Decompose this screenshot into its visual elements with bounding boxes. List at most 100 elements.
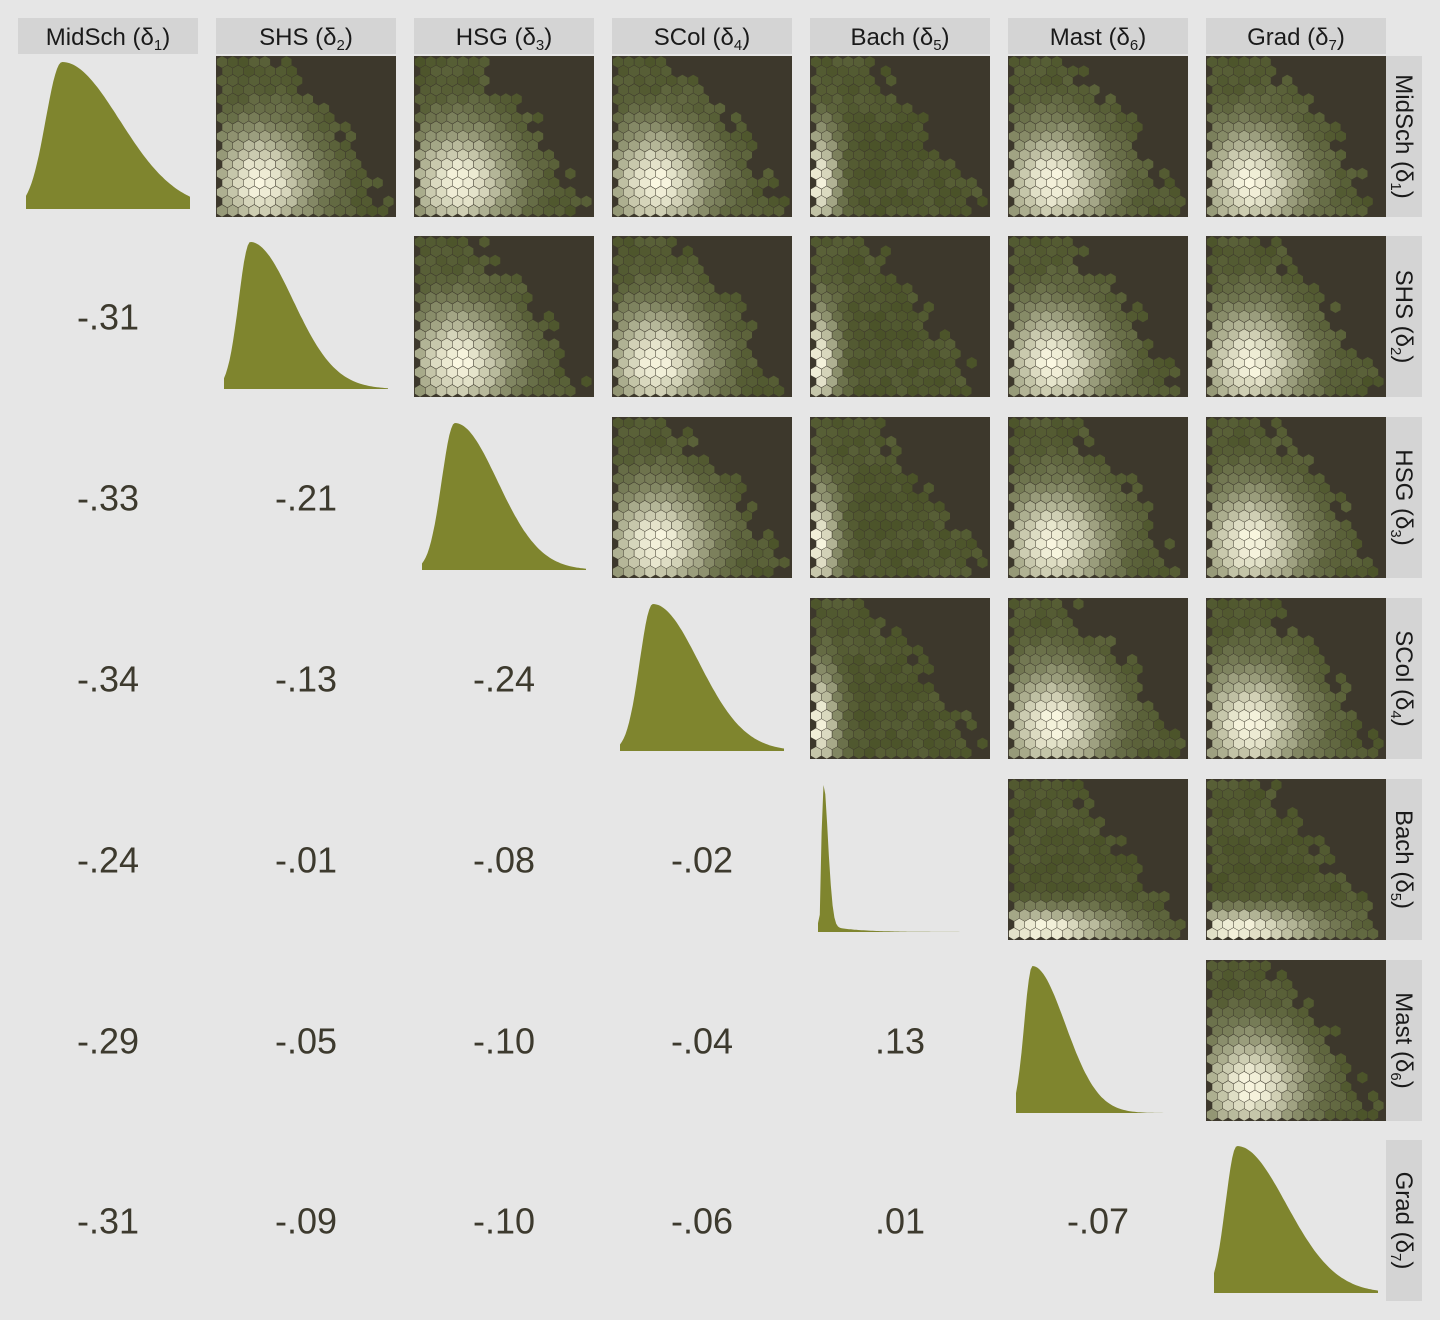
hexbin-cell xyxy=(441,158,452,171)
hexbin-cell xyxy=(1073,186,1084,199)
hexbin-cell xyxy=(441,375,452,388)
hexbin-cell xyxy=(1276,139,1287,152)
hexbin-cell xyxy=(661,245,672,258)
hexbin-cell xyxy=(1239,273,1250,286)
hexbin-cell xyxy=(238,186,249,199)
hexbin-cell xyxy=(1314,347,1325,360)
strip-variable-label: SHS xyxy=(1390,270,1417,319)
hexbin-cell xyxy=(1255,301,1266,313)
hexbin-cell xyxy=(1298,282,1309,295)
hexbin-cell xyxy=(837,158,848,171)
hexbin-cell xyxy=(902,102,913,115)
hexbin-cell xyxy=(1046,463,1057,476)
hexbin-cell xyxy=(843,547,854,560)
hexbin-cell xyxy=(1212,245,1223,258)
hexbin-cell xyxy=(929,167,940,180)
hexbin-cell xyxy=(1094,167,1105,180)
hexbin-cell xyxy=(1116,510,1127,522)
hexbin-cell xyxy=(292,93,303,106)
hexbin-cell xyxy=(1068,264,1079,276)
hexbin-cell xyxy=(1105,93,1116,106)
row-strip-mast: Mast (δ6) xyxy=(1386,960,1422,1121)
hexbin-cell xyxy=(516,195,528,208)
hexbin-cell xyxy=(1127,491,1138,504)
hexbin-cell xyxy=(939,329,950,341)
hexbin-cell xyxy=(468,130,479,143)
hexbin-cell xyxy=(1233,102,1244,115)
hexbin-cell xyxy=(1094,565,1105,578)
hexbin-cell xyxy=(565,167,576,180)
hexbin-cell xyxy=(511,347,522,360)
hexbin-cell xyxy=(554,186,565,199)
hexbin-cell xyxy=(1019,547,1030,560)
hexbin-cell xyxy=(1035,158,1046,171)
hexbin-cell xyxy=(506,357,517,369)
hexbin-panel-hsg-grad xyxy=(1206,417,1386,578)
hexbin-cell xyxy=(1287,482,1298,494)
hexbin-cell xyxy=(447,254,458,267)
hexbin-cell xyxy=(1233,375,1244,388)
hexbin-cell xyxy=(747,195,758,208)
hexbin-cell xyxy=(918,149,929,161)
hexbin-cell xyxy=(468,329,479,341)
hexbin-cell xyxy=(682,282,693,295)
hexbin-cell xyxy=(431,65,442,78)
hexbin-cell xyxy=(565,384,576,397)
hexbin-cell xyxy=(243,65,254,78)
hexbin-cell xyxy=(425,149,436,161)
row-strip-shs: SHS (δ2) xyxy=(1386,236,1422,397)
hexbin-cell xyxy=(1094,111,1105,124)
hexbin-cell xyxy=(1116,167,1127,180)
hexbin-cell xyxy=(479,236,490,248)
hexbin-cell xyxy=(1068,538,1079,550)
hexbin-cell xyxy=(875,635,886,648)
hexbin-cell xyxy=(1266,556,1277,569)
hexbin-cell xyxy=(1217,417,1228,429)
hexbin-cell xyxy=(1244,282,1255,295)
hexbin-cell xyxy=(859,426,870,439)
hexbin-cell xyxy=(1116,186,1127,199)
hexbin-cell xyxy=(763,204,774,217)
hexbin-cell xyxy=(645,565,656,578)
hexbin-cell xyxy=(945,338,956,351)
hexbin-cell xyxy=(650,158,661,171)
hexbin-cell xyxy=(634,291,645,304)
hexbin-cell xyxy=(655,329,667,341)
hexbin-cell xyxy=(1143,538,1154,550)
hexbin-cell xyxy=(1206,435,1218,448)
hexbin-cell xyxy=(886,454,897,467)
hexbin-cell xyxy=(634,236,645,248)
hexbin-cell xyxy=(1330,519,1341,532)
hexbin-cell xyxy=(714,538,726,550)
hexbin-cell xyxy=(1073,329,1084,341)
hexbin-cell xyxy=(929,186,940,199)
strip-variable-label: Bach xyxy=(850,24,905,51)
hexbin-cell xyxy=(500,273,511,286)
hexbin-cell xyxy=(216,56,228,68)
hexbin-cell xyxy=(843,273,854,286)
hexbin-cell xyxy=(977,556,988,569)
hexbin-cell xyxy=(1351,195,1363,208)
hexbin-cell xyxy=(1298,319,1309,332)
hexbin-cell xyxy=(853,565,865,578)
hexbin-cell xyxy=(500,93,511,106)
hexbin-cell xyxy=(1084,435,1095,448)
hexbin-cell xyxy=(479,384,490,397)
hexbin-cell xyxy=(923,538,934,550)
hexbin-cell xyxy=(1276,500,1287,513)
hexbin-cell xyxy=(227,149,238,161)
hexbin-cell xyxy=(639,195,650,208)
hexbin-cell xyxy=(436,186,447,199)
hexbin-cell xyxy=(843,149,854,161)
hexbin-cell xyxy=(1062,454,1073,467)
hexbin-cell xyxy=(1025,158,1036,171)
hexbin-cell xyxy=(672,556,683,569)
hexbin-cell xyxy=(1073,167,1084,180)
strip-delta-symbol: δ xyxy=(1390,1059,1417,1072)
hexbin-cell xyxy=(457,329,469,341)
hexbin-cell xyxy=(634,93,645,106)
hexbin-cell xyxy=(1030,149,1041,161)
hexbin-cell xyxy=(1212,65,1223,78)
hexbin-cell xyxy=(645,254,656,267)
hexbin-cell xyxy=(848,65,859,78)
